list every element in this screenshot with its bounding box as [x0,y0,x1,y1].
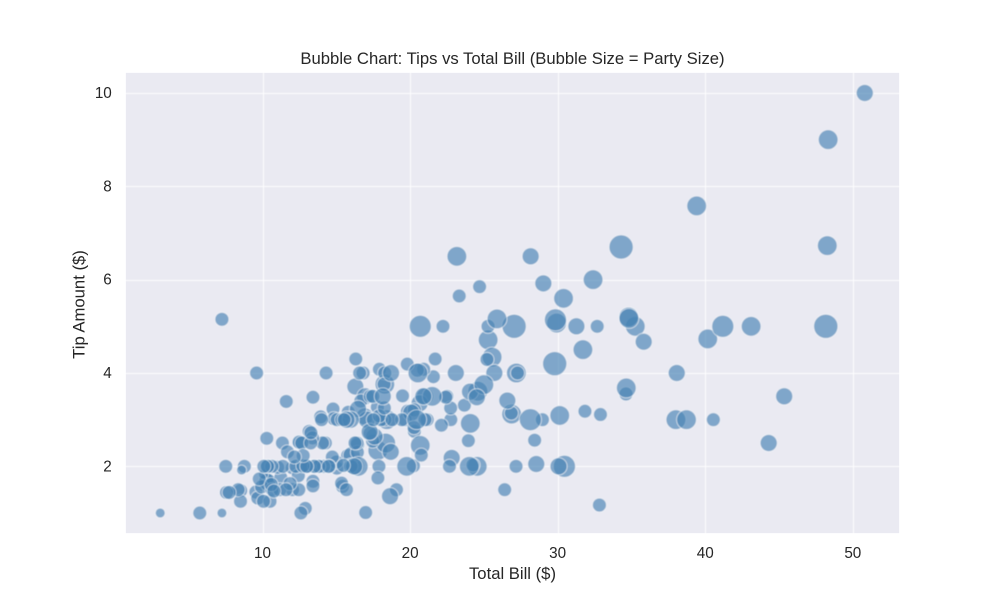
svg-text:6: 6 [103,272,112,289]
svg-text:40: 40 [697,545,714,562]
svg-text:Bubble Chart: Tips vs Total Bi: Bubble Chart: Tips vs Total Bill (Bubble… [300,49,724,68]
svg-text:2: 2 [103,458,112,475]
svg-text:30: 30 [549,545,566,562]
svg-text:50: 50 [844,545,861,562]
svg-text:10: 10 [95,85,112,102]
svg-text:Tip Amount ($): Tip Amount ($) [70,250,89,359]
svg-text:Total Bill ($): Total Bill ($) [469,564,556,583]
svg-text:20: 20 [402,545,419,562]
svg-text:4: 4 [103,365,112,382]
svg-text:10: 10 [254,545,271,562]
svg-text:8: 8 [103,178,112,195]
